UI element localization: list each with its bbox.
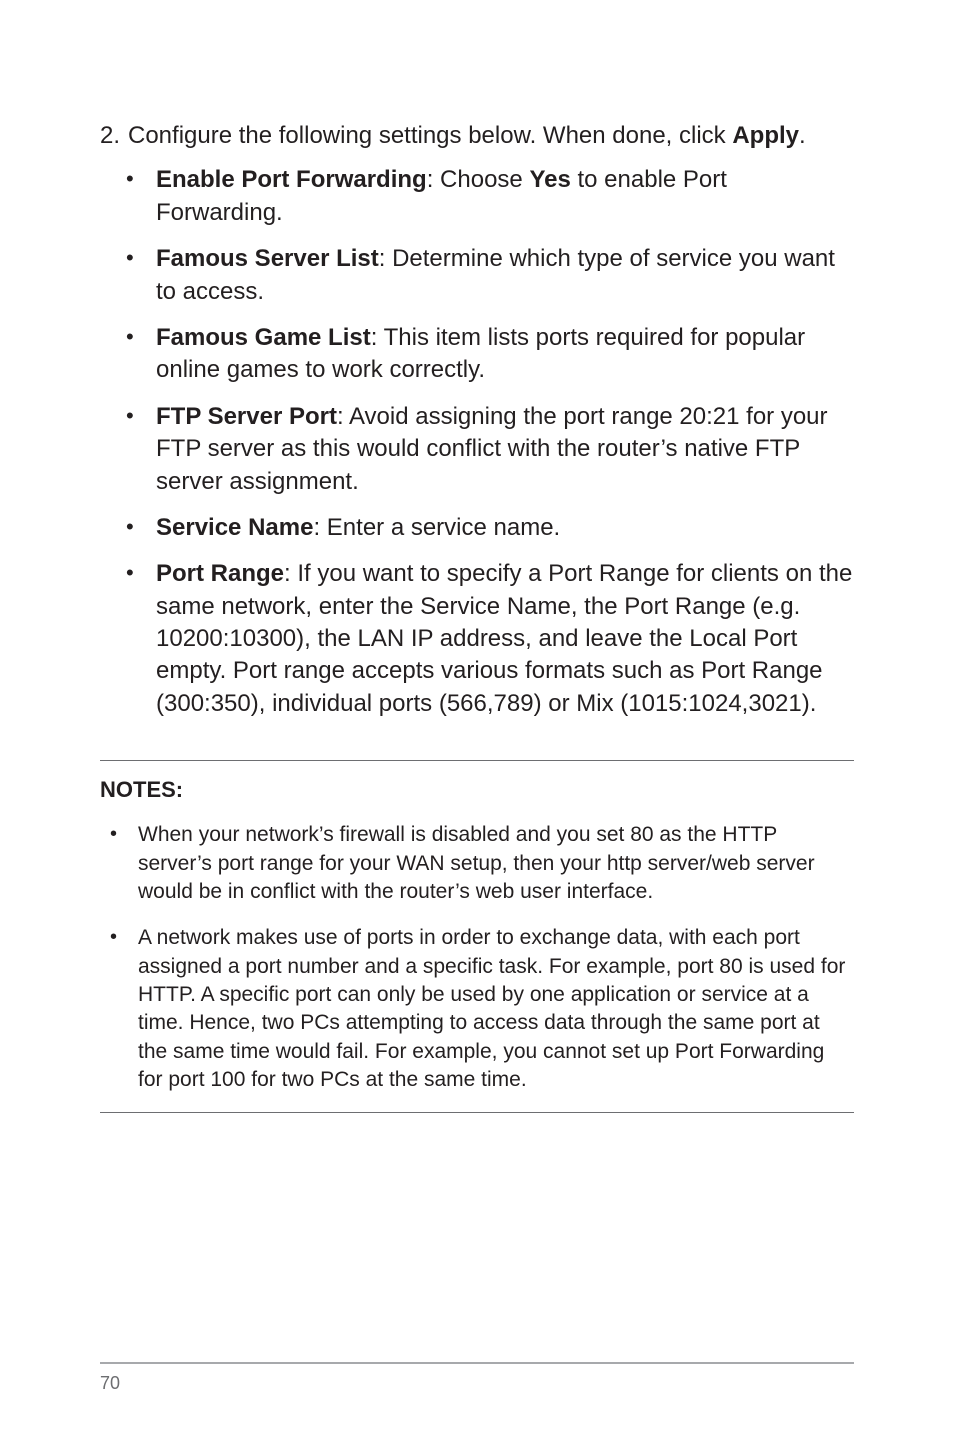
footer-rule [100,1362,854,1364]
notes-divider-top [100,760,854,761]
bullet-item: Service Name: Enter a service name. [156,512,854,544]
notes-item: A network makes use of ports in order to… [138,924,854,1094]
page: 2.Configure the following settings below… [0,0,954,1438]
page-number: 70 [100,1373,120,1394]
notes-list: When your network’s firewall is disabled… [100,821,854,1094]
bullet-item: Enable Port Forwarding: Choose Yes to en… [156,164,854,229]
bullet-item: Famous Server List: Determine which type… [156,243,854,308]
step-number: 2. [100,120,128,152]
notes-item: When your network’s firewall is disabled… [138,821,854,906]
bullet-item: Port Range: If you want to specify a Por… [156,558,854,720]
settings-bullet-list: Enable Port Forwarding: Choose Yes to en… [100,164,854,720]
step-2: 2.Configure the following settings below… [100,120,854,152]
notes-heading: NOTES: [100,777,854,803]
bullet-item: Famous Game List: This item lists ports … [156,322,854,387]
notes-divider-bottom [100,1112,854,1113]
bullet-item: FTP Server Port: Avoid assigning the por… [156,401,854,498]
step-text: Configure the following settings below. … [128,122,806,149]
